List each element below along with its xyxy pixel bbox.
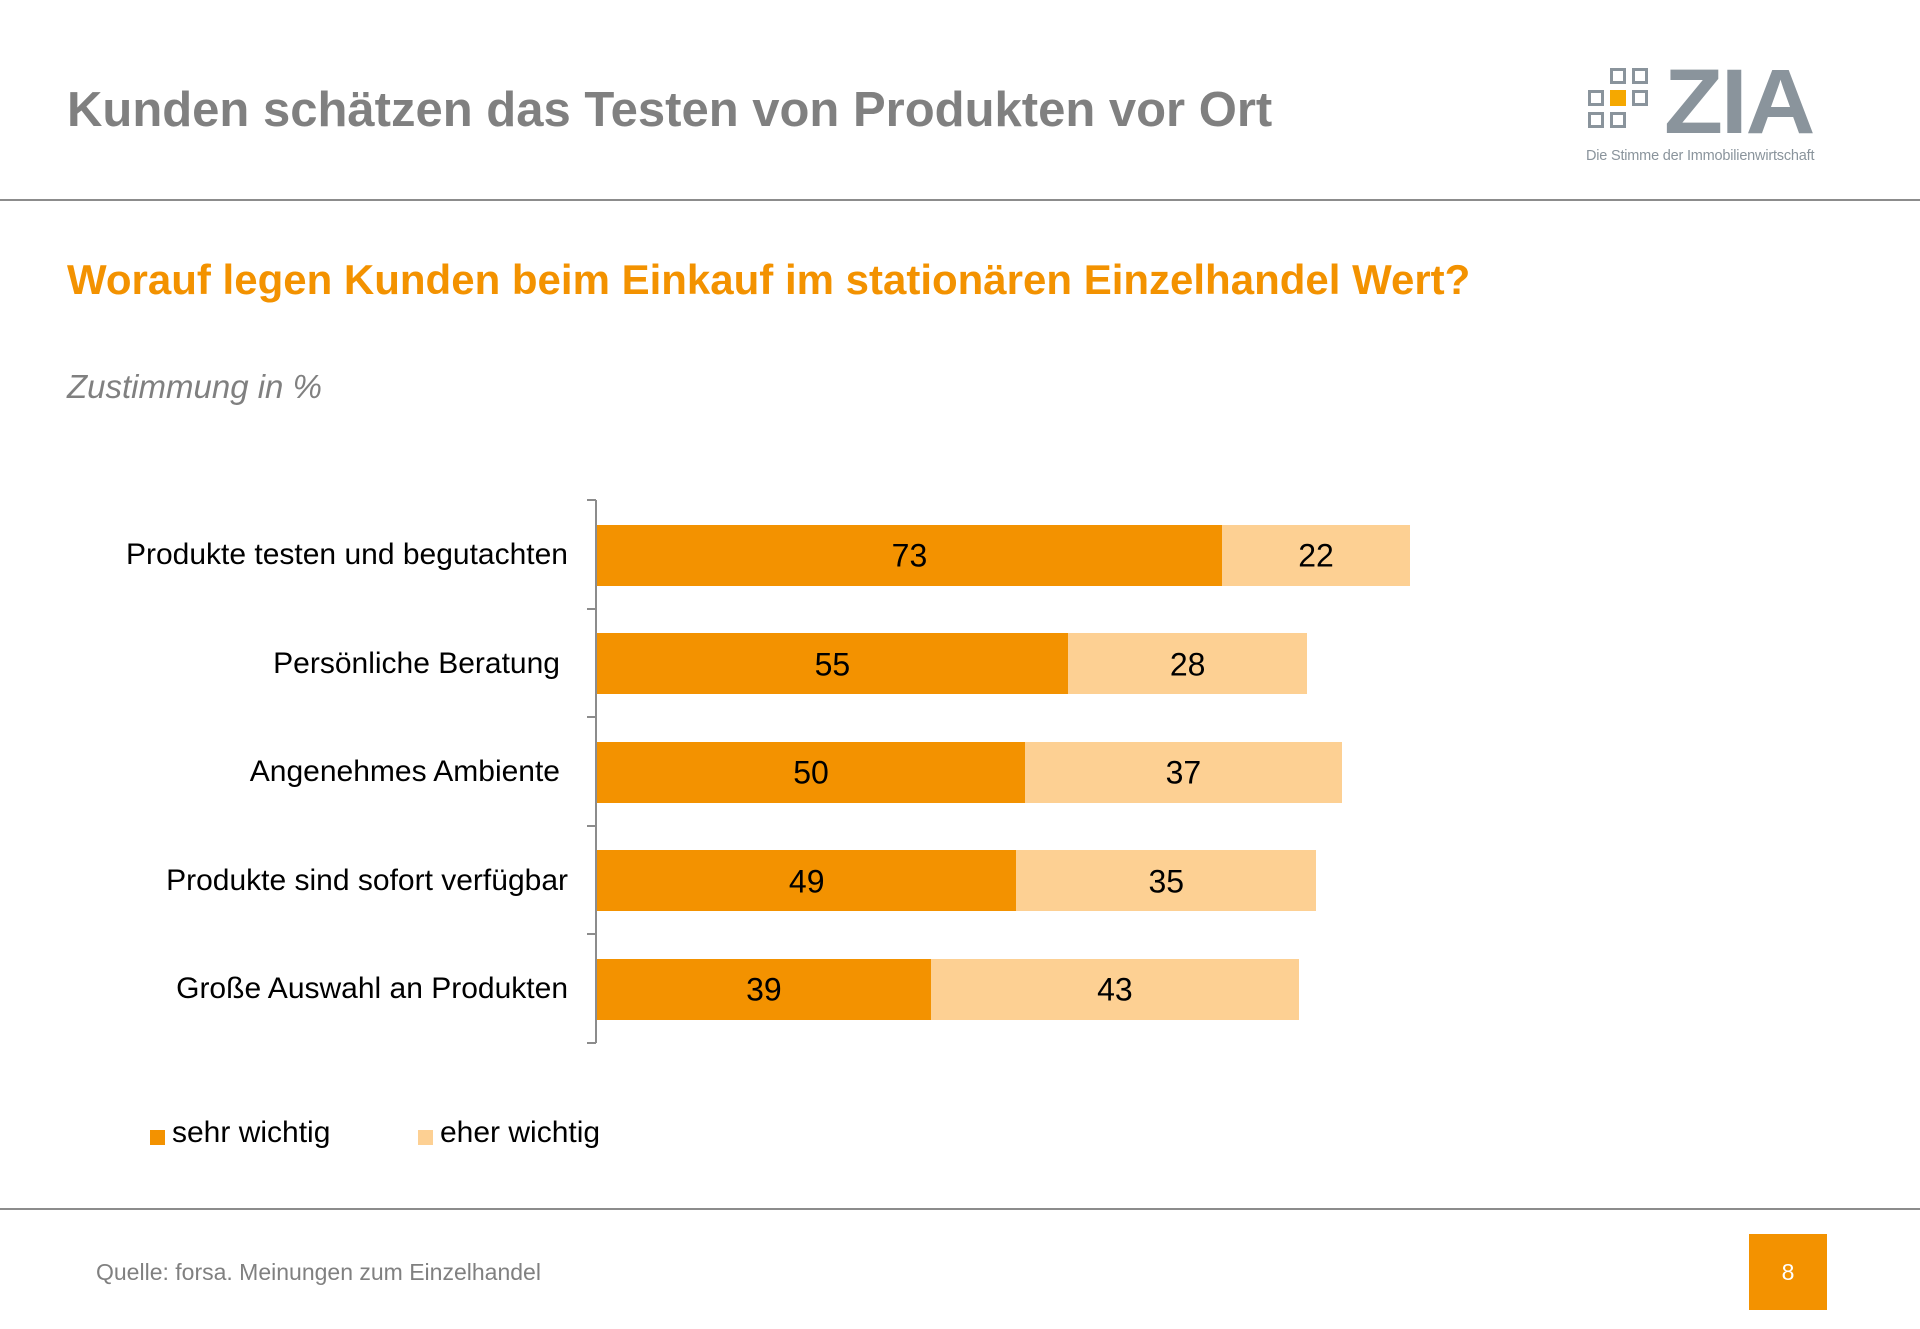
legend-label: sehr wichtig [172, 1116, 331, 1149]
category-label: Produkte sind sofort verfügbar [166, 863, 568, 897]
bar-value-label: 28 [1169, 646, 1206, 682]
category-label: Große Auswahl an Produkten [176, 972, 568, 1005]
bar-value-label: 50 [793, 754, 829, 791]
bar-segment-eher-wichtig [1016, 850, 1317, 911]
source-note: Quelle: forsa. Meinungen zum Einzelhande… [96, 1259, 541, 1285]
bar-segment-eher-wichtig [1025, 741, 1342, 803]
axis-tick [587, 716, 596, 718]
header-divider [0, 199, 1920, 201]
bar-value-label: 43 [1097, 971, 1133, 1008]
bar-value-label: 39 [746, 971, 782, 1008]
category-label: Produkte testen und begutachten [125, 538, 568, 571]
chart-question-title: Worauf legen Kunden beim Einkauf im stat… [67, 256, 1471, 303]
category-label: Angenehmes Ambiente [249, 755, 560, 788]
category-axis-line [595, 500, 597, 1043]
bar-segment-eher-wichtig [930, 958, 1299, 1020]
bar-segment-eher-wichtig [1067, 633, 1308, 694]
logo-wordmark: ZIA [1664, 51, 1815, 153]
bar-segment-sehr-wichtig [597, 850, 1017, 911]
logo-tagline: Die Stimme der Immobilienwirtschaft [1586, 148, 1815, 164]
bar-value-label: 22 [1298, 537, 1334, 574]
zia-logo: ZIA Die Stimme der Immobilienwirtschaft [1586, 56, 1826, 168]
slide-title: Kunden schätzen das Testen von Produkten… [67, 83, 1273, 137]
bar-segment-sehr-wichtig [597, 524, 1222, 586]
bar-segment-sehr-wichtig [597, 741, 1025, 803]
bar-segment-sehr-wichtig [597, 633, 1068, 694]
page-number: 8 [1749, 1234, 1827, 1310]
axis-tick [587, 1041, 596, 1044]
category-label: Persönliche Beratung [273, 646, 560, 680]
axis-tick [587, 933, 596, 935]
legend-label: eher wichtig [440, 1116, 601, 1149]
bar-value-label: 35 [1148, 863, 1185, 899]
bar-value-label: 55 [814, 646, 851, 682]
bar-value-label: 37 [1165, 754, 1202, 791]
footer-divider [0, 1208, 1920, 1210]
unit-label: Zustimmung in % [67, 368, 322, 405]
bar-value-label: 49 [788, 863, 825, 899]
axis-tick [587, 607, 596, 610]
axis-tick [587, 499, 596, 501]
bar-segment-eher-wichtig [1221, 524, 1411, 586]
legend-swatch-icon [150, 1130, 165, 1145]
stacked-bar-chart: Produkte testen und begutachten 73 22 Persö… [0, 480, 1920, 1080]
legend-swatch-icon [418, 1130, 433, 1145]
bar-value-label: 73 [891, 537, 928, 574]
axis-tick [587, 824, 596, 827]
bar-segment-sehr-wichtig [597, 958, 931, 1020]
